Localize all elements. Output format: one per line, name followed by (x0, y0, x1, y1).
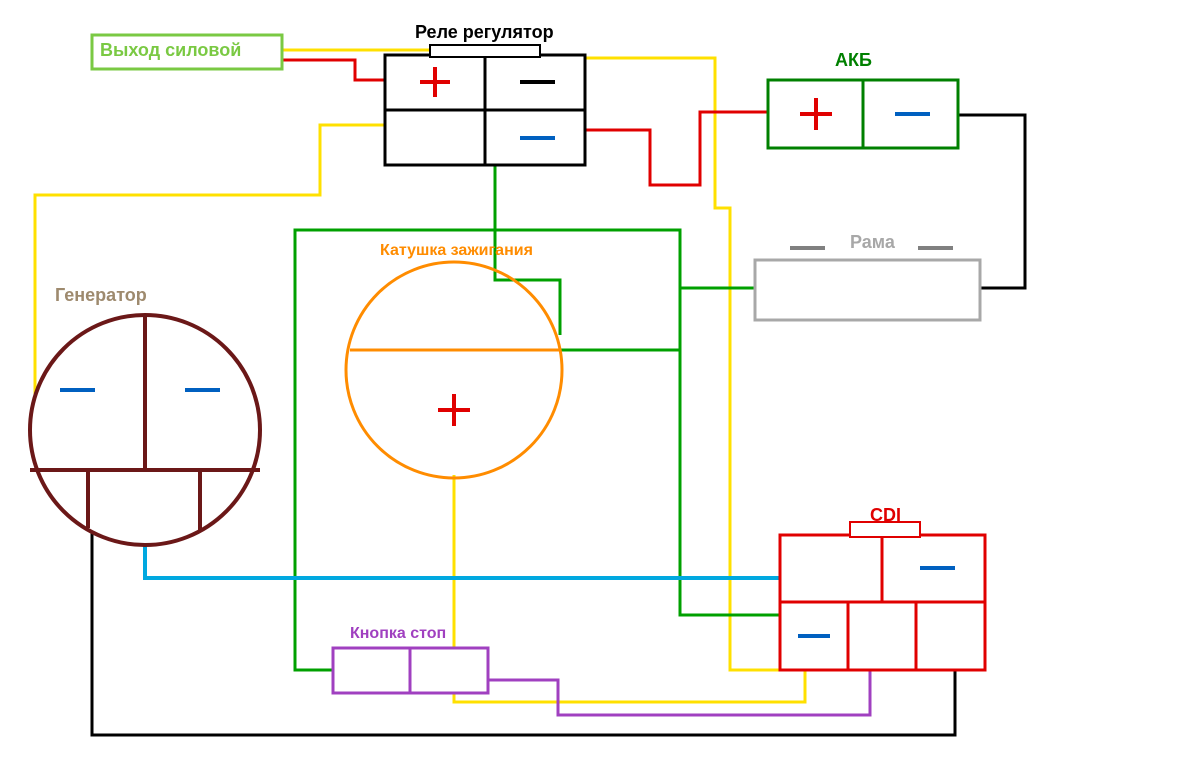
label-power-output: Выход силовой (100, 40, 241, 61)
wiring-diagram (0, 0, 1200, 778)
label-relay: Реле регулятор (415, 22, 554, 43)
label-frame: Рама (850, 232, 895, 253)
label-stop-button: Кнопка стоп (350, 625, 446, 643)
label-battery: АКБ (835, 50, 872, 71)
relay-regulator (385, 45, 585, 165)
green-wires (295, 165, 790, 693)
cdi-box (780, 522, 985, 670)
frame-box (755, 248, 980, 320)
label-generator: Генератор (55, 285, 147, 306)
label-ignition-coil: Катушка зажигания (380, 242, 533, 260)
ignition-coil (346, 262, 562, 478)
generator (30, 315, 260, 545)
cyan-wire (145, 545, 885, 600)
battery (768, 80, 958, 148)
label-cdi: CDI (870, 505, 901, 526)
purple-wire (488, 670, 870, 715)
stop-button (333, 648, 488, 693)
